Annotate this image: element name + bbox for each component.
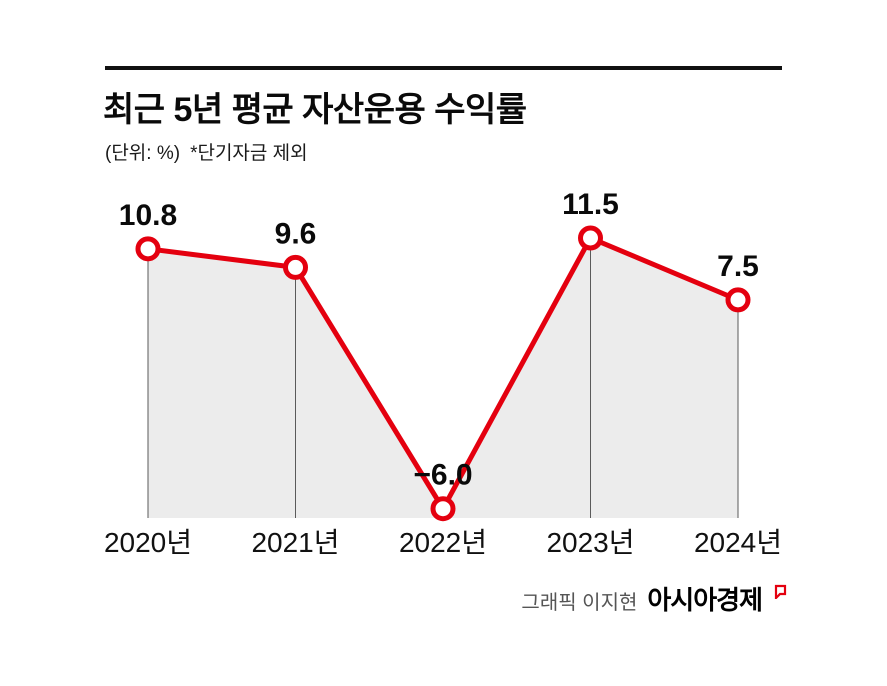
value-label: 7.5: [717, 250, 759, 283]
note-label: *단기자금 제외: [190, 143, 308, 164]
data-point-marker: [135, 236, 161, 262]
value-label: −6.0: [413, 459, 472, 492]
value-label: 9.6: [275, 217, 317, 250]
value-label: 10.8: [119, 199, 177, 232]
data-point-marker: [578, 225, 603, 251]
unit-label: (단위: %): [105, 143, 181, 164]
chart-subtitle: (단위: %) *단기자금 제외: [105, 138, 308, 165]
x-axis-label: 2023년: [546, 527, 634, 558]
chart-title: 최근 5년 평균 자산운용 수익률: [103, 91, 527, 129]
x-axis-label: 2022년: [399, 527, 487, 558]
credit-author: 그래픽 이지현: [521, 592, 638, 614]
value-label: 11.5: [562, 188, 619, 221]
data-point-marker: [430, 496, 456, 522]
brand-name: 아시아경제: [647, 585, 763, 615]
top-rule: [105, 66, 782, 70]
data-point-marker: [725, 287, 751, 313]
x-axis-label: 2024년: [694, 527, 782, 558]
data-point-marker: [283, 254, 308, 280]
asiae-logo-mark: [774, 584, 787, 604]
x-axis-label: 2021년: [251, 527, 339, 558]
credit-line: 그래픽 이지현 아시아경제: [521, 580, 787, 617]
x-axis-label: 2020년: [104, 527, 192, 558]
